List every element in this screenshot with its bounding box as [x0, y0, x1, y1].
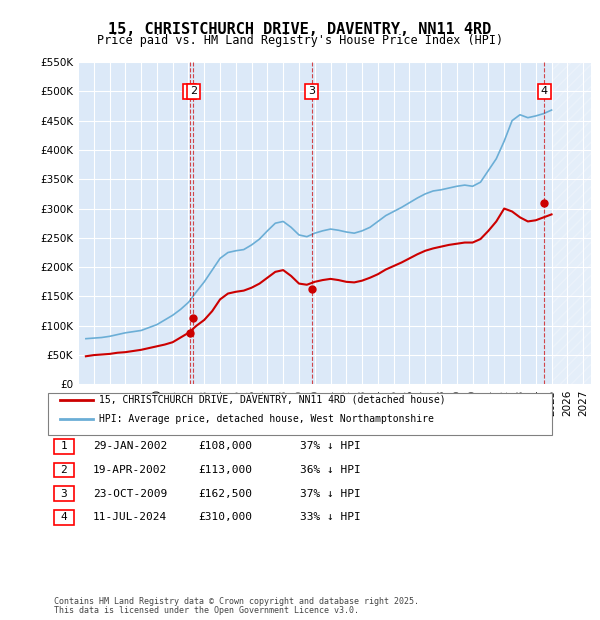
Text: 3: 3	[308, 86, 315, 96]
Text: This data is licensed under the Open Government Licence v3.0.: This data is licensed under the Open Gov…	[54, 606, 359, 615]
Text: 19-APR-2002: 19-APR-2002	[93, 465, 167, 475]
Text: 33% ↓ HPI: 33% ↓ HPI	[300, 512, 361, 522]
Text: Contains HM Land Registry data © Crown copyright and database right 2025.: Contains HM Land Registry data © Crown c…	[54, 597, 419, 606]
Text: 2: 2	[61, 465, 67, 475]
Text: 15, CHRISTCHURCH DRIVE, DAVENTRY, NN11 4RD (detached house): 15, CHRISTCHURCH DRIVE, DAVENTRY, NN11 4…	[96, 395, 443, 405]
Text: HPI: Average price, detached house, West Northamptonshire: HPI: Average price, detached house, West…	[96, 414, 431, 423]
Text: 15, CHRISTCHURCH DRIVE, DAVENTRY, NN11 4RD: 15, CHRISTCHURCH DRIVE, DAVENTRY, NN11 4…	[109, 22, 491, 37]
Text: 2: 2	[190, 86, 197, 96]
Text: 29-JAN-2002: 29-JAN-2002	[93, 441, 167, 451]
Text: 4: 4	[541, 86, 548, 96]
Text: 1: 1	[186, 86, 193, 96]
Text: 36% ↓ HPI: 36% ↓ HPI	[300, 465, 361, 475]
Text: £162,500: £162,500	[198, 489, 252, 498]
Text: 4: 4	[61, 512, 67, 522]
Text: £108,000: £108,000	[198, 441, 252, 451]
Text: Price paid vs. HM Land Registry's House Price Index (HPI): Price paid vs. HM Land Registry's House …	[97, 34, 503, 47]
Text: 15, CHRISTCHURCH DRIVE, DAVENTRY, NN11 4RD (detached house): 15, CHRISTCHURCH DRIVE, DAVENTRY, NN11 4…	[99, 395, 446, 405]
Bar	[551, 62, 591, 384]
Text: 23-OCT-2009: 23-OCT-2009	[93, 489, 167, 498]
Text: 1: 1	[61, 441, 67, 451]
Text: 37% ↓ HPI: 37% ↓ HPI	[300, 441, 361, 451]
Text: £310,000: £310,000	[198, 512, 252, 522]
Text: 37% ↓ HPI: 37% ↓ HPI	[300, 489, 361, 498]
Text: 3: 3	[61, 489, 67, 498]
Text: £113,000: £113,000	[198, 465, 252, 475]
Text: 11-JUL-2024: 11-JUL-2024	[93, 512, 167, 522]
Text: HPI: Average price, detached house, West Northamptonshire: HPI: Average price, detached house, West…	[99, 414, 434, 423]
